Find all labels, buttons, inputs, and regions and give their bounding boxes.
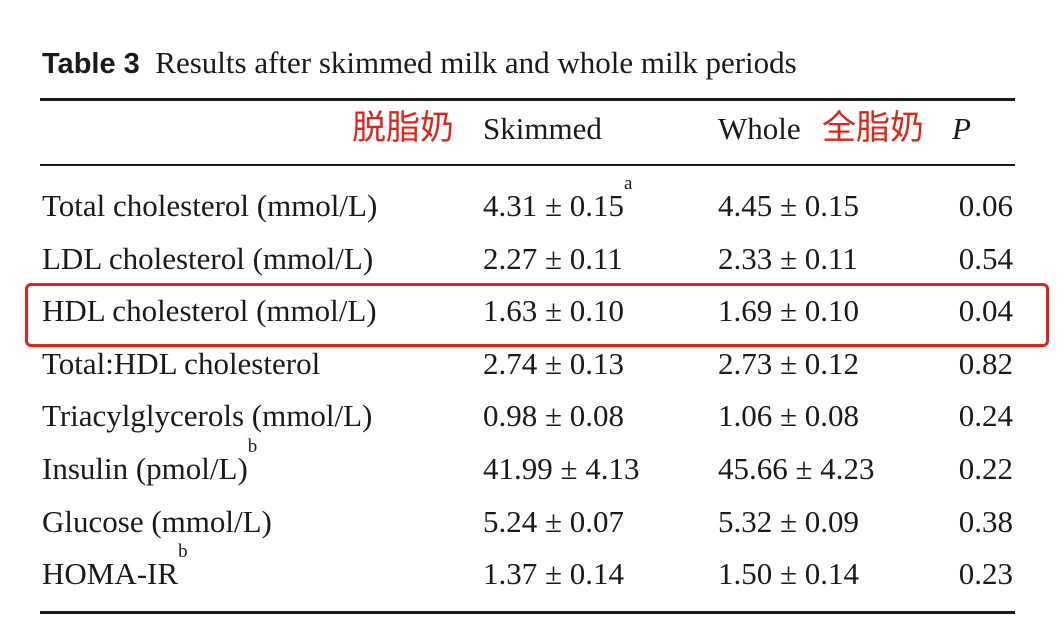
p-cell: 0.82 [958, 345, 1013, 381]
cell-text: 4.31 ± 0.15 [483, 188, 625, 223]
whole-cell: 2.33 ± 0.11 [718, 240, 858, 276]
label-text: Insulin (pmol/L) [42, 451, 248, 486]
p-cell: 0.24 [958, 398, 1013, 434]
skimmed-cell: 1.63 ± 0.10 [483, 293, 624, 329]
label-text: Total cholesterol (mmol/L) [42, 188, 378, 223]
cell-text: 5.24 ± 0.07 [483, 503, 625, 539]
cell-text: 2.27 ± 0.11 [483, 240, 623, 276]
caption: Table 3 Results after skimmed milk and w… [42, 45, 797, 82]
whole-cell: 1.50 ± 0.14 [718, 556, 860, 592]
skimmed-cell: 2.27 ± 0.11 [483, 241, 623, 277]
cell-text: 1.37 ± 0.14 [483, 556, 625, 592]
skimmed-cell: 1.37 ± 0.14 [483, 556, 624, 592]
row-label: HDL cholesterol (mmol/L) [42, 293, 377, 329]
cell-text: 2.74 ± 0.13 [483, 345, 625, 381]
row-label: Triacylglycerols (mmol/L) [42, 398, 372, 434]
whole-cell: 45.66 ± 4.23 [718, 451, 875, 486]
skimmed-cell: 4.31 ± 0.15a [483, 174, 632, 224]
header-rule [40, 164, 1015, 166]
caption-title: Results after skimmed milk and whole mil… [155, 45, 797, 80]
row-label: LDL cholesterol (mmol/L) [42, 241, 373, 277]
highlight-box [25, 283, 1049, 347]
p-cell: 0.54 [958, 240, 1013, 276]
footnote-mark: b [178, 541, 188, 563]
whole-cell: 1.06 ± 0.08 [718, 398, 860, 434]
column-header: Skimmed [483, 111, 602, 146]
row-label: Total:HDL cholesterol [42, 346, 320, 382]
whole-cell: 2.73 ± 0.12 [718, 345, 860, 381]
label-text: Triacylglycerols (mmol/L) [42, 398, 373, 434]
label-text: LDL cholesterol (mmol/L) [42, 240, 374, 276]
skimmed-cell: 5.24 ± 0.07 [483, 504, 624, 540]
row-label: HOMA-IRb [42, 542, 188, 592]
skimmed-cell: 41.99 ± 4.13 [483, 451, 640, 487]
whole-cell: 5.32 ± 0.09 [718, 503, 860, 539]
skimmed-cell: 2.74 ± 0.13 [483, 346, 624, 382]
label-text: Glucose (mmol/L) [42, 503, 272, 539]
column-header: P [952, 111, 971, 146]
cell-text: 1.63 ± 0.10 [483, 293, 625, 329]
skimmed-cell: 0.98 ± 0.08 [483, 398, 624, 434]
bottom-rule [40, 611, 1015, 614]
column-header: Whole [718, 111, 801, 146]
top-rule [40, 98, 1015, 101]
p-cell: 0.23 [958, 556, 1013, 592]
annotation: 全脂奶 [822, 108, 924, 148]
p-cell: 0.06 [958, 188, 1013, 223]
label-text: HOMA-IR [42, 556, 179, 592]
footnote-mark: b [247, 436, 258, 457]
annotation: 脱脂奶 [352, 108, 454, 148]
p-cell: 0.38 [958, 503, 1013, 539]
footnote-mark: a [624, 173, 633, 194]
p-cell: 0.04 [958, 293, 1013, 329]
whole-cell: 4.45 ± 0.15 [718, 188, 860, 223]
row-label: Total cholesterol (mmol/L) [42, 188, 377, 224]
cell-text: 0.98 ± 0.08 [483, 398, 625, 434]
whole-cell: 1.69 ± 0.10 [718, 293, 860, 329]
row-label: Insulin (pmol/L)b [42, 437, 257, 487]
p-cell: 0.22 [958, 451, 1013, 486]
row-label: Glucose (mmol/L) [42, 504, 272, 540]
label-text: Total:HDL cholesterol [42, 345, 321, 381]
cell-text: 41.99 ± 4.13 [483, 451, 640, 486]
label-text: HDL cholesterol (mmol/L) [42, 293, 377, 329]
caption-label: Table 3 [42, 48, 140, 80]
